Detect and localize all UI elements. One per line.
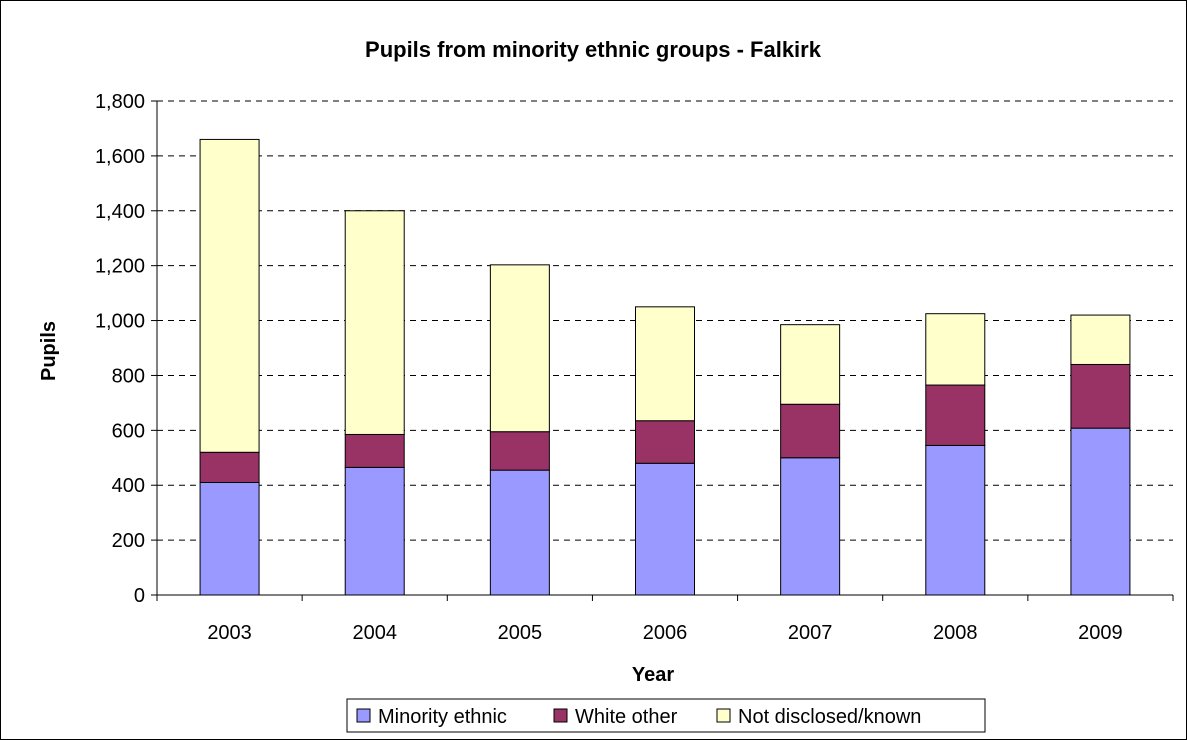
bars-layer xyxy=(199,138,1131,596)
bar-segment-not-disclosed-known-2003 xyxy=(199,138,260,453)
bar-segment-not-disclosed-known-2006 xyxy=(635,306,695,422)
y-tick-label: 1,800 xyxy=(95,91,145,113)
bar-segment-minority-ethnic-2005 xyxy=(489,469,550,596)
bar-segment-minority-ethnic-2007 xyxy=(780,457,841,596)
legend: Minority ethnic White other Not disclosed/… xyxy=(346,698,986,733)
legend-box xyxy=(346,698,986,733)
legend-swatch-not-disclosed-known xyxy=(716,708,731,723)
bar-segment-not-disclosed-known-2007 xyxy=(780,324,841,405)
x-tick-label: 2003 xyxy=(207,622,252,644)
legend-label: Minority ethnic xyxy=(378,706,507,728)
y-tick-label: 1,400 xyxy=(95,201,145,223)
x-tick-label: 2008 xyxy=(933,622,978,644)
bar-segment-not-disclosed-known-2008 xyxy=(925,313,986,386)
y-axis-label: Pupils xyxy=(38,321,60,381)
chart-title: Pupils from minority ethnic groups - Fal… xyxy=(365,37,822,62)
x-tick-label: 2009 xyxy=(1078,622,1123,644)
bar-segment-not-disclosed-known-2009 xyxy=(1070,314,1131,365)
y-tick-label: 200 xyxy=(112,530,145,552)
x-tick-label: 2006 xyxy=(643,622,688,644)
bar-segment-minority-ethnic-2008 xyxy=(925,444,986,596)
y-tick-label: 600 xyxy=(112,420,145,442)
x-tick-label: 2004 xyxy=(352,622,397,644)
bar-segment-white-other-2005 xyxy=(489,431,550,471)
bar-segment-minority-ethnic-2004 xyxy=(344,466,405,596)
bar-segment-white-other-2003 xyxy=(199,451,260,483)
legend-label: White other xyxy=(575,706,678,728)
bar-segment-not-disclosed-known-2005 xyxy=(489,264,550,433)
bar-segment-white-other-2007 xyxy=(780,403,841,459)
y-tick-label: 800 xyxy=(112,365,145,387)
legend-swatch-white-other xyxy=(553,708,568,723)
legend-swatch-minority-ethnic xyxy=(356,708,371,723)
bar-segment-white-other-2008 xyxy=(925,384,986,446)
y-tick-label: 1,600 xyxy=(95,146,145,168)
y-tick-label: 400 xyxy=(112,475,145,497)
x-tick-label: 2005 xyxy=(498,622,543,644)
axes xyxy=(156,101,1173,596)
y-tick-label: 1,200 xyxy=(95,256,145,278)
bar-segment-minority-ethnic-2006 xyxy=(635,462,695,596)
bar-segment-white-other-2009 xyxy=(1070,363,1131,429)
y-axis-ticks: 0 200 400 600 800 1,000 1,200 1,400 1,600 1,800 xyxy=(95,91,157,607)
legend-label: Not disclosed/known xyxy=(738,706,921,728)
x-tick-label: 2007 xyxy=(788,622,833,644)
x-axis-ticks: 2003 2004 2005 2006 2007 2008 2009 xyxy=(156,595,1174,644)
y-tick-label: 0 xyxy=(134,585,145,607)
bar-segment-minority-ethnic-2009 xyxy=(1070,427,1131,596)
y-tick-label: 1,000 xyxy=(95,311,145,333)
bar-segment-white-other-2006 xyxy=(635,420,695,464)
bar-segment-white-other-2004 xyxy=(344,433,405,468)
x-axis-label: Year xyxy=(632,664,674,686)
bar-segment-minority-ethnic-2003 xyxy=(199,481,260,596)
bar-segment-not-disclosed-known-2004 xyxy=(344,210,405,435)
